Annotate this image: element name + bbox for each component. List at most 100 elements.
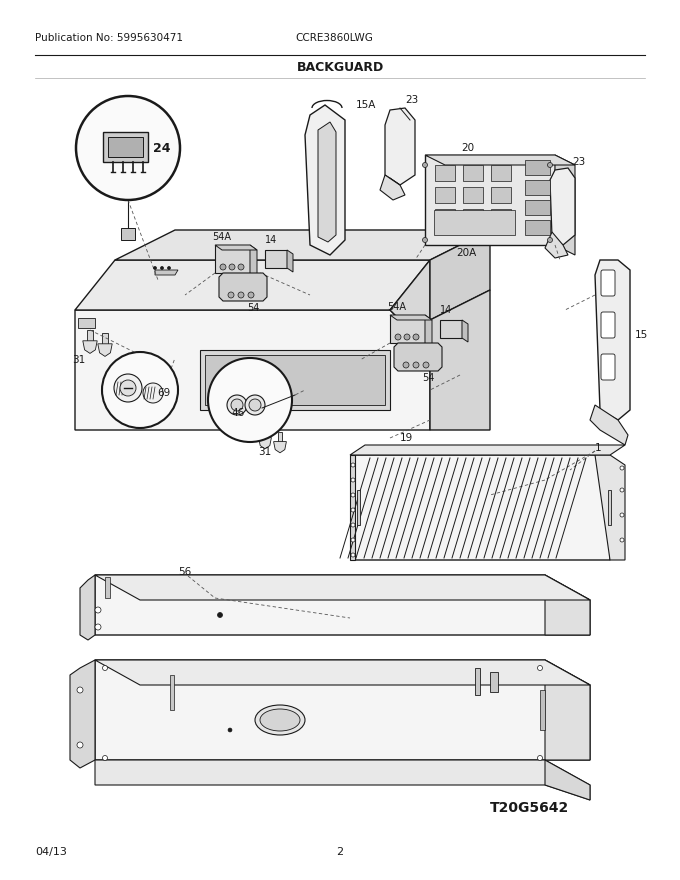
Circle shape xyxy=(249,399,261,411)
Polygon shape xyxy=(425,315,432,348)
FancyBboxPatch shape xyxy=(601,312,615,338)
Circle shape xyxy=(413,362,419,368)
Polygon shape xyxy=(463,165,483,181)
Polygon shape xyxy=(357,490,360,525)
Polygon shape xyxy=(491,209,511,225)
Polygon shape xyxy=(545,660,590,760)
Polygon shape xyxy=(545,232,568,258)
Polygon shape xyxy=(525,160,550,175)
Polygon shape xyxy=(385,108,415,185)
Circle shape xyxy=(95,607,101,613)
Text: 15A: 15A xyxy=(356,100,376,110)
Polygon shape xyxy=(390,315,432,320)
Polygon shape xyxy=(75,260,430,310)
Circle shape xyxy=(537,665,543,671)
Circle shape xyxy=(620,466,624,470)
Polygon shape xyxy=(491,187,511,203)
Polygon shape xyxy=(555,155,575,255)
Circle shape xyxy=(120,380,136,396)
Polygon shape xyxy=(95,760,590,800)
Polygon shape xyxy=(425,155,555,245)
Polygon shape xyxy=(95,575,590,635)
Text: 31: 31 xyxy=(258,447,271,457)
Polygon shape xyxy=(262,428,267,437)
Circle shape xyxy=(220,264,226,270)
Polygon shape xyxy=(200,350,390,410)
Text: 1: 1 xyxy=(595,443,602,453)
Polygon shape xyxy=(108,137,143,157)
Text: BACKGUARD: BACKGUARD xyxy=(296,61,384,74)
Text: 56: 56 xyxy=(178,567,191,577)
Text: 14: 14 xyxy=(440,305,452,315)
Polygon shape xyxy=(595,260,630,420)
Polygon shape xyxy=(440,320,462,338)
Text: 19: 19 xyxy=(400,433,413,443)
Circle shape xyxy=(403,362,409,368)
Circle shape xyxy=(351,538,355,542)
Polygon shape xyxy=(305,105,345,255)
Circle shape xyxy=(238,264,244,270)
Text: 54: 54 xyxy=(422,373,435,383)
Circle shape xyxy=(620,488,624,492)
Polygon shape xyxy=(75,310,430,430)
Circle shape xyxy=(76,96,180,200)
Polygon shape xyxy=(475,668,480,695)
Polygon shape xyxy=(318,122,336,242)
Circle shape xyxy=(208,358,292,442)
Polygon shape xyxy=(215,245,257,250)
Polygon shape xyxy=(105,577,110,598)
Circle shape xyxy=(395,334,401,340)
Polygon shape xyxy=(430,230,490,320)
Circle shape xyxy=(103,665,107,671)
Ellipse shape xyxy=(255,705,305,735)
Text: 15: 15 xyxy=(635,330,648,340)
Polygon shape xyxy=(491,165,511,181)
Polygon shape xyxy=(355,455,610,560)
Circle shape xyxy=(231,399,243,411)
Circle shape xyxy=(167,267,171,269)
Polygon shape xyxy=(95,575,590,600)
Text: 54A: 54A xyxy=(387,302,406,312)
Polygon shape xyxy=(83,341,97,354)
Circle shape xyxy=(547,238,552,243)
Polygon shape xyxy=(435,209,455,225)
Polygon shape xyxy=(98,344,112,356)
Circle shape xyxy=(228,728,232,732)
Circle shape xyxy=(95,624,101,630)
Circle shape xyxy=(248,292,254,298)
Polygon shape xyxy=(258,437,271,449)
Polygon shape xyxy=(595,455,625,560)
Polygon shape xyxy=(545,575,590,635)
Text: 31: 31 xyxy=(72,355,85,365)
Circle shape xyxy=(404,334,410,340)
Circle shape xyxy=(154,267,156,269)
Text: 24: 24 xyxy=(153,142,171,155)
Circle shape xyxy=(114,374,142,402)
Polygon shape xyxy=(590,405,628,445)
Circle shape xyxy=(143,383,163,403)
FancyBboxPatch shape xyxy=(601,270,615,296)
Polygon shape xyxy=(95,660,590,685)
Circle shape xyxy=(422,163,428,167)
Text: 54A: 54A xyxy=(212,232,231,242)
Circle shape xyxy=(77,687,83,693)
Circle shape xyxy=(351,478,355,482)
Text: 20A: 20A xyxy=(456,248,476,258)
Polygon shape xyxy=(545,760,590,800)
Circle shape xyxy=(351,493,355,497)
Text: 20: 20 xyxy=(461,143,474,153)
Polygon shape xyxy=(219,273,267,301)
Polygon shape xyxy=(350,455,355,560)
Circle shape xyxy=(218,612,222,618)
Polygon shape xyxy=(80,575,95,640)
Circle shape xyxy=(102,352,178,428)
Polygon shape xyxy=(608,490,611,525)
Polygon shape xyxy=(434,210,515,235)
Text: 14: 14 xyxy=(265,235,277,245)
Circle shape xyxy=(620,538,624,542)
Polygon shape xyxy=(394,343,442,371)
Circle shape xyxy=(537,756,543,760)
Polygon shape xyxy=(463,209,483,225)
Polygon shape xyxy=(95,660,590,760)
Circle shape xyxy=(228,292,234,298)
